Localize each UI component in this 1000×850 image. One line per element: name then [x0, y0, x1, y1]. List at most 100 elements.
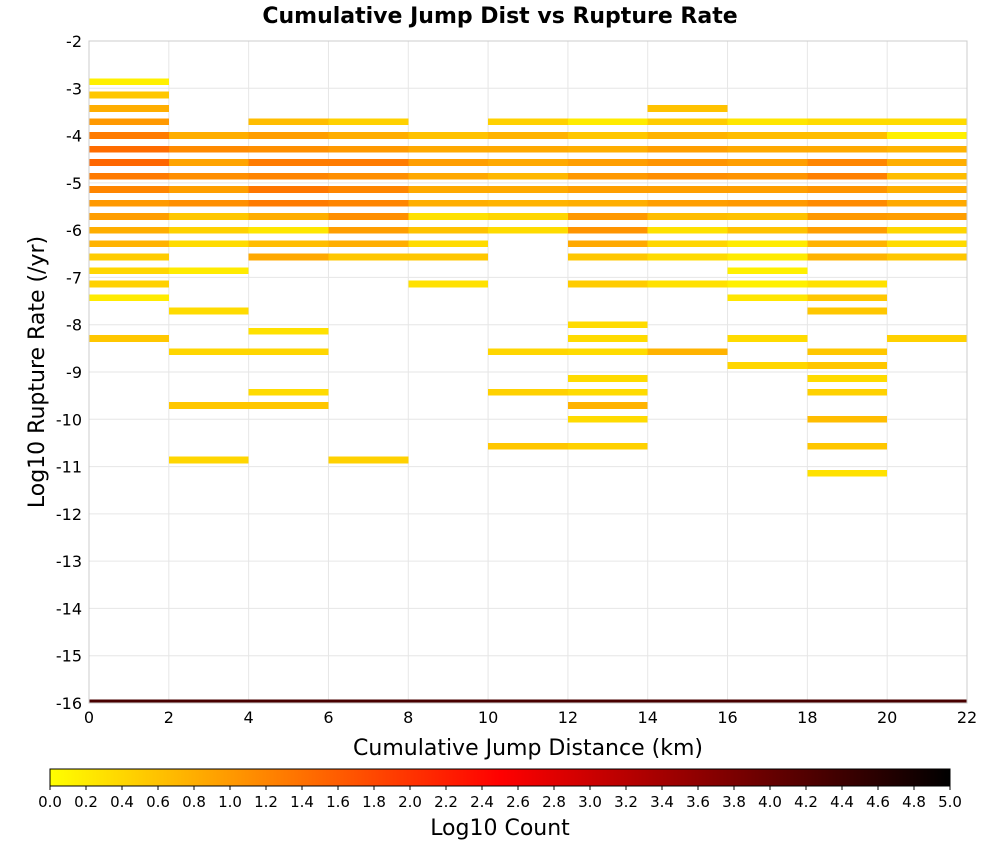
- heatmap-cell: [807, 294, 888, 302]
- heatmap-cell: [89, 240, 169, 248]
- y-tick-label: -12: [56, 505, 82, 524]
- heatmap-cell: [488, 159, 568, 166]
- heatmap-cell: [248, 132, 329, 139]
- heatmap-cell: [248, 226, 329, 234]
- x-tick-label: 20: [877, 708, 897, 727]
- heatmap-cell: [567, 240, 648, 248]
- heatmap-cell: [807, 307, 888, 315]
- heatmap-cell: [647, 280, 728, 288]
- heatmap-cell: [168, 267, 249, 275]
- heatmap-cell: [807, 348, 888, 356]
- chart-title: Cumulative Jump Dist vs Rupture Rate: [262, 4, 737, 29]
- colorbar-tick-label: 1.2: [254, 793, 278, 811]
- heatmap-cell: [488, 132, 568, 139]
- heatmap-cell: [567, 375, 648, 383]
- colorbar-tick-label: 0.0: [38, 793, 62, 811]
- heatmap-cell: [567, 388, 648, 396]
- x-axis-title: Cumulative Jump Distance (km): [353, 736, 703, 761]
- colorbar-tick-label: 3.8: [722, 793, 746, 811]
- heatmap-cell: [89, 159, 169, 166]
- x-axis-ticks: 0 2 4 6 8 10 12 14 16 18 20 22: [84, 708, 977, 727]
- colorbar-tick-label: 0.4: [110, 793, 134, 811]
- heatmap-bottom-band: [89, 699, 967, 703]
- x-tick-label: 8: [403, 708, 413, 727]
- heatmap-cell: [887, 145, 967, 153]
- heatmap-cell: [647, 348, 728, 356]
- heatmap-cell: [647, 132, 728, 139]
- heatmap-cell: [328, 226, 409, 234]
- heatmap-cell: [328, 456, 409, 464]
- heatmap-cell: [807, 199, 888, 207]
- heatmap-cell: [567, 159, 648, 166]
- heatmap-cell: [887, 240, 967, 248]
- heatmap-cell: [328, 118, 409, 126]
- y-axis-ticks: -2 -3 -4 -5 -6 -7 -8 -9 -10 -11 -12 -13 -14 -15 -16: [56, 32, 82, 713]
- heatmap-cell: [647, 186, 728, 193]
- heatmap-cell: [567, 226, 648, 234]
- y-tick-label: -11: [56, 458, 82, 477]
- heatmap-cell: [408, 280, 489, 288]
- heatmap-cell: [887, 159, 967, 166]
- heatmap-cell: [408, 159, 489, 166]
- heatmap-cell: [89, 145, 169, 153]
- heatmap-cell: [807, 442, 888, 450]
- heatmap-cell: [567, 172, 648, 180]
- colorbar-tick-label: 2.0: [398, 793, 422, 811]
- heatmap-cell: [647, 213, 728, 220]
- heatmap-cell: [807, 361, 888, 369]
- heatmap-cell: [727, 213, 808, 220]
- heatmap-cell: [727, 118, 808, 126]
- heatmap-cell: [408, 253, 489, 261]
- heatmap-cell: [647, 199, 728, 207]
- heatmap-cell: [647, 226, 728, 234]
- heatmap-cell: [408, 186, 489, 193]
- y-tick-label: -6: [66, 221, 82, 240]
- plot-border: [88, 40, 968, 704]
- heatmap-cell: [168, 240, 249, 248]
- heatmap-cell: [408, 145, 489, 153]
- colorbar-tick-label: 2.2: [434, 793, 458, 811]
- colorbar-tick-label: 4.4: [830, 793, 854, 811]
- heatmap-cell: [727, 145, 808, 153]
- heatmap-cell: [328, 253, 409, 261]
- heatmap-cell: [807, 213, 888, 220]
- heatmap-cell: [248, 118, 329, 126]
- x-tick-label: 4: [244, 708, 254, 727]
- heatmap-cell: [887, 199, 967, 207]
- heatmap-cell: [89, 118, 169, 126]
- heatmap-cell: [408, 199, 489, 207]
- heatmap-cell: [567, 186, 648, 193]
- heatmap-cell: [807, 240, 888, 248]
- x-tick-label: 10: [478, 708, 498, 727]
- heatmap-cell: [727, 253, 808, 261]
- heatmap-cell: [887, 226, 967, 234]
- heatmap-cell: [727, 280, 808, 288]
- heatmap-cell: [328, 159, 409, 166]
- heatmap-cell: [807, 118, 888, 126]
- heatmap-cell: [89, 105, 169, 112]
- heatmap-cell: [328, 213, 409, 220]
- y-tick-label: -14: [56, 599, 82, 618]
- colorbar-tick-label: 1.8: [362, 793, 386, 811]
- heatmap-cell: [488, 199, 568, 207]
- heatmap-cell: [408, 226, 489, 234]
- heatmap-cell: [807, 159, 888, 166]
- heatmap-cell: [567, 253, 648, 261]
- heatmap-cell: [328, 199, 409, 207]
- colorbar-tick-label: 1.0: [218, 793, 242, 811]
- heatmap-cell: [567, 335, 648, 342]
- heatmap-cell: [807, 132, 888, 139]
- heatmap-cell: [89, 186, 169, 193]
- heatmap-cell: [168, 226, 249, 234]
- heatmap-cell: [887, 186, 967, 193]
- heatmap-cell: [727, 132, 808, 139]
- heatmap-cell: [807, 226, 888, 234]
- heatmap-cell: [248, 186, 329, 193]
- x-tick-label: 6: [323, 708, 333, 727]
- heatmap-cell: [408, 172, 489, 180]
- heatmap-cell: [567, 442, 648, 450]
- heatmap-cell: [248, 348, 329, 356]
- heatmap-cell: [727, 240, 808, 248]
- colorbar-tick-label: 1.6: [326, 793, 350, 811]
- heatmap-cell: [488, 226, 568, 234]
